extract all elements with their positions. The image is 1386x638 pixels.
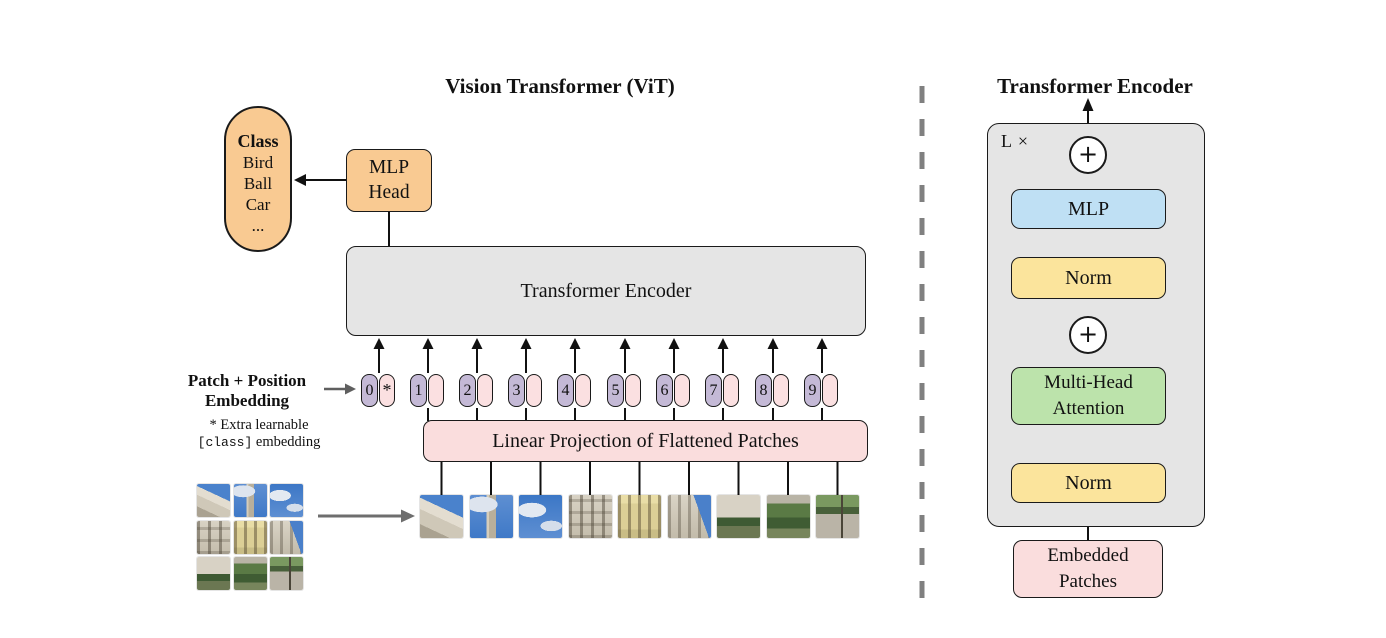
class-code-text: [class]: [197, 435, 253, 451]
position-pill: 2: [459, 374, 476, 407]
position-pill: 3: [508, 374, 525, 407]
token-number: 7: [709, 381, 718, 399]
class-item: Car: [245, 195, 271, 214]
patch-embedding-pill: [526, 374, 542, 407]
token-5: 5: [607, 374, 641, 407]
image-patch: [197, 520, 230, 554]
image-patch: [568, 495, 612, 538]
left-wires: [305, 179, 839, 496]
mlp-to-class-arrowhead: [294, 174, 306, 186]
image-patch: [766, 495, 810, 538]
class-item: ...: [251, 216, 265, 235]
mlp-box: MLP: [1011, 189, 1166, 229]
token-number: 8: [759, 381, 768, 399]
token-number: 4: [561, 381, 570, 399]
multi-head-attention-box: Multi-Head Attention: [1011, 367, 1166, 425]
layer-repeat-label: L ×: [1001, 131, 1029, 151]
image-patch: [816, 495, 859, 538]
mlp-head-box: MLP Head: [346, 149, 432, 212]
patch-embedding-pill: [477, 374, 493, 407]
source-image-patch-grid: [197, 484, 303, 590]
patch-embedding-pill: [428, 374, 444, 407]
image-patch: [618, 495, 661, 538]
image-patch: [717, 495, 760, 538]
left-arrowheads: [294, 174, 828, 349]
token-6: 6: [656, 374, 690, 407]
position-pill: 0: [361, 374, 378, 407]
residual-add-circle-bottom: +: [1069, 316, 1107, 354]
patch-position-embedding-label: Patch + Position Embedding: [187, 371, 307, 411]
patch-embedding-pill: [575, 374, 591, 407]
class-output-oval: Class Bird Ball Car ...: [224, 106, 292, 252]
image-patch: [233, 520, 267, 554]
position-pill: 7: [705, 374, 722, 407]
class-item: Bird: [242, 153, 274, 172]
patch-embedding-pill: [625, 374, 641, 407]
token-4: 4: [557, 374, 591, 407]
image-patch: [270, 484, 303, 517]
token-number: 0: [365, 381, 374, 399]
linear-projection-box: Linear Projection of Flattened Patches: [423, 420, 868, 462]
image-patch: [519, 495, 562, 538]
token-8: 8: [755, 374, 789, 407]
token-0: 0 *: [361, 374, 395, 407]
image-patch: [667, 495, 711, 538]
token-number: 5: [611, 381, 620, 399]
token-1: 1: [410, 374, 444, 407]
norm-box-bottom: Norm: [1011, 463, 1166, 503]
embedded-patches-box: Embedded Patches: [1013, 540, 1163, 598]
token-number: 6: [660, 381, 669, 399]
gray-arrows: [318, 383, 415, 523]
image-patch: [270, 557, 303, 590]
residual-add-circle-top: +: [1069, 136, 1107, 174]
position-pill: 5: [607, 374, 624, 407]
token-number: 1: [414, 381, 423, 399]
class-heading: Class: [237, 131, 279, 151]
image-patch: [469, 495, 513, 538]
flattened-patch-row: [420, 495, 859, 538]
image-patch: [420, 495, 463, 538]
position-pill: 9: [804, 374, 821, 407]
transformer-encoder-box: Transformer Encoder: [346, 246, 866, 336]
patch-embedding-pill: [674, 374, 690, 407]
norm-box-top: Norm: [1011, 257, 1166, 299]
left-panel-title: Vision Transformer (ViT): [445, 74, 675, 98]
position-pill: 6: [656, 374, 673, 407]
class-token-footnote: * Extra learnable [class] embedding: [197, 417, 321, 451]
patch-embedding-pill: [822, 374, 838, 407]
token-number: 9: [808, 381, 817, 399]
patch-embedding-pill: [723, 374, 739, 407]
image-patch: [233, 484, 267, 517]
class-token-star: *: [382, 380, 392, 400]
patch-embedding-pill: [773, 374, 789, 407]
class-embedding-pill: *: [379, 374, 395, 407]
position-pill: 1: [410, 374, 427, 407]
image-patch: [197, 484, 230, 517]
right-panel-title: Transformer Encoder: [997, 74, 1193, 98]
token-number: 2: [463, 381, 472, 399]
position-pill: 8: [755, 374, 772, 407]
token-9: 9: [804, 374, 838, 407]
token-7: 7: [705, 374, 739, 407]
position-pill: 4: [557, 374, 574, 407]
image-patch: [233, 557, 267, 590]
image-patch: [197, 557, 230, 590]
token-3: 3: [508, 374, 542, 407]
token-2: 2: [459, 374, 493, 407]
class-item: Ball: [243, 174, 273, 193]
image-patch: [270, 520, 303, 554]
token-number: 3: [512, 381, 521, 399]
